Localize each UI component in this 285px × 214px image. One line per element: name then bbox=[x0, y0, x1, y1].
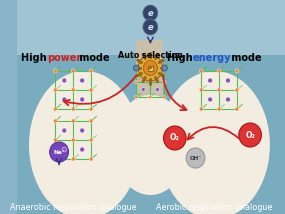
Bar bbox=[17, 55, 285, 214]
Circle shape bbox=[71, 107, 75, 111]
Circle shape bbox=[163, 80, 166, 84]
Circle shape bbox=[239, 123, 261, 147]
Circle shape bbox=[71, 119, 75, 123]
Circle shape bbox=[53, 138, 57, 142]
Circle shape bbox=[135, 80, 138, 84]
Circle shape bbox=[138, 55, 163, 81]
Circle shape bbox=[208, 78, 212, 83]
Circle shape bbox=[53, 119, 57, 123]
Circle shape bbox=[164, 126, 186, 150]
Circle shape bbox=[89, 69, 93, 73]
Circle shape bbox=[89, 119, 93, 123]
Circle shape bbox=[217, 69, 221, 73]
Circle shape bbox=[53, 88, 57, 92]
Circle shape bbox=[89, 88, 93, 92]
Circle shape bbox=[89, 138, 93, 142]
Circle shape bbox=[235, 107, 239, 111]
Circle shape bbox=[199, 88, 203, 92]
Bar bbox=[136, 40, 163, 120]
Circle shape bbox=[53, 107, 57, 111]
Circle shape bbox=[89, 107, 93, 111]
Circle shape bbox=[143, 19, 158, 35]
Text: e: e bbox=[148, 9, 153, 18]
Text: O₂: O₂ bbox=[245, 131, 255, 140]
Circle shape bbox=[71, 88, 75, 92]
Circle shape bbox=[163, 95, 166, 99]
Circle shape bbox=[199, 107, 203, 111]
Circle shape bbox=[156, 73, 159, 76]
Circle shape bbox=[71, 138, 75, 142]
Circle shape bbox=[149, 95, 152, 99]
Circle shape bbox=[71, 157, 75, 161]
Text: Auto selection: Auto selection bbox=[118, 51, 183, 59]
Circle shape bbox=[143, 61, 157, 76]
Circle shape bbox=[50, 142, 68, 162]
Circle shape bbox=[53, 157, 57, 161]
Ellipse shape bbox=[29, 71, 140, 214]
Circle shape bbox=[235, 88, 239, 92]
Circle shape bbox=[135, 65, 138, 69]
Bar bbox=[17, 0, 285, 55]
Text: Anaerobic respiration analogue: Anaerobic respiration analogue bbox=[10, 202, 137, 211]
Text: High: High bbox=[21, 53, 50, 63]
Circle shape bbox=[53, 69, 57, 73]
Circle shape bbox=[163, 65, 166, 69]
Circle shape bbox=[208, 97, 212, 102]
Circle shape bbox=[156, 88, 159, 91]
Circle shape bbox=[143, 5, 158, 21]
Circle shape bbox=[149, 80, 152, 84]
Circle shape bbox=[80, 147, 84, 152]
Circle shape bbox=[186, 148, 205, 168]
Circle shape bbox=[217, 107, 221, 111]
Circle shape bbox=[89, 157, 93, 161]
Circle shape bbox=[62, 97, 67, 102]
Circle shape bbox=[80, 97, 84, 102]
Circle shape bbox=[226, 78, 230, 83]
Text: mode: mode bbox=[76, 53, 110, 63]
Circle shape bbox=[235, 69, 239, 73]
Text: mode: mode bbox=[229, 53, 262, 63]
Circle shape bbox=[62, 128, 67, 133]
Circle shape bbox=[226, 97, 230, 102]
Circle shape bbox=[199, 69, 203, 73]
Circle shape bbox=[149, 67, 152, 70]
Ellipse shape bbox=[113, 95, 188, 195]
Circle shape bbox=[141, 88, 145, 91]
Circle shape bbox=[62, 78, 67, 83]
Circle shape bbox=[80, 128, 84, 133]
Circle shape bbox=[141, 73, 145, 76]
Text: O₂: O₂ bbox=[170, 134, 180, 143]
Circle shape bbox=[133, 65, 139, 71]
Text: e: e bbox=[148, 22, 153, 31]
Ellipse shape bbox=[159, 71, 270, 214]
Text: energy: energy bbox=[193, 53, 231, 63]
Circle shape bbox=[217, 88, 221, 92]
Text: OH⁻: OH⁻ bbox=[190, 156, 201, 160]
FancyBboxPatch shape bbox=[148, 65, 153, 70]
Text: power: power bbox=[47, 53, 81, 63]
Text: Na⁺: Na⁺ bbox=[53, 150, 65, 155]
Circle shape bbox=[149, 65, 152, 69]
Circle shape bbox=[80, 78, 84, 83]
Text: High: High bbox=[167, 53, 196, 63]
Text: Aerobic respiration analogue: Aerobic respiration analogue bbox=[156, 202, 272, 211]
Circle shape bbox=[162, 65, 167, 71]
Circle shape bbox=[71, 69, 75, 73]
Circle shape bbox=[62, 147, 67, 152]
Circle shape bbox=[135, 95, 138, 99]
